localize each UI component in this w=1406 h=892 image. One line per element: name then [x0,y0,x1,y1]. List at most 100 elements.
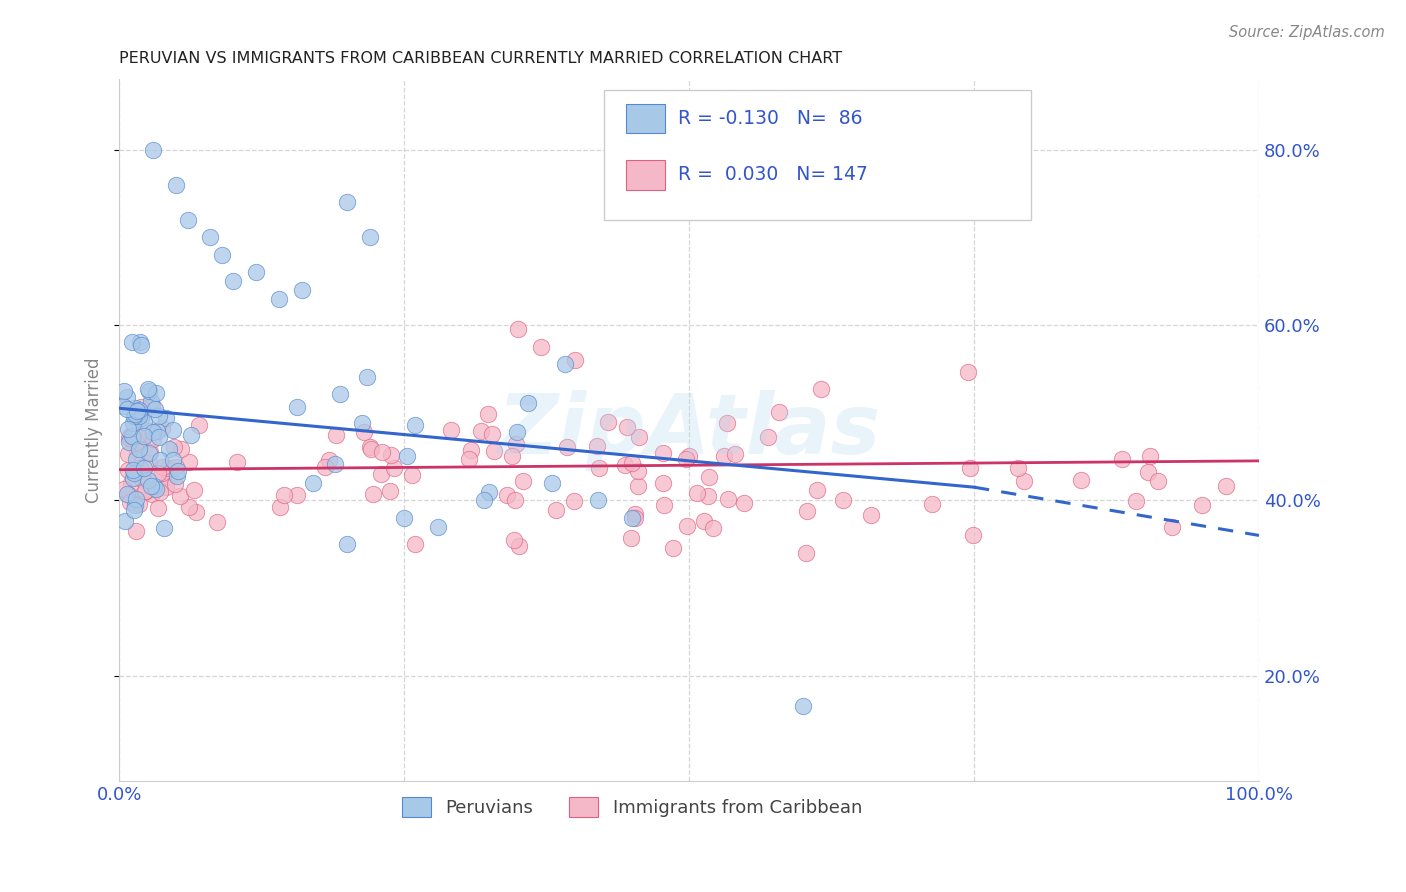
Point [166,460,188,475]
Point [131,410,153,425]
Point [122,429,145,443]
Point [138,456,160,470]
Point [141,432,163,446]
Point [111,399,134,413]
Point [717,492,740,507]
Point [131,472,153,486]
Point [163,440,186,454]
Point [404,417,426,432]
Point [156,460,179,475]
Point [470,424,492,438]
Point [546,503,568,517]
Point [124,401,146,415]
Text: R = -0.130   N=  86: R = -0.130 N= 86 [678,109,862,128]
Point [169,489,191,503]
Y-axis label: Currently Married: Currently Married [86,358,103,503]
Point [541,475,564,490]
Point [285,488,308,502]
Point [716,416,738,430]
Point [128,409,150,424]
Point [129,401,152,415]
Point [652,498,675,512]
Point [145,482,167,496]
Point [325,428,347,442]
Point [404,536,426,550]
Point [122,416,145,430]
Point [135,483,157,498]
Point [956,365,979,379]
Text: Source: ZipAtlas.com: Source: ZipAtlas.com [1229,25,1385,40]
FancyBboxPatch shape [627,103,665,134]
Point [395,449,418,463]
Point [152,459,174,474]
Point [613,458,636,472]
Point [1160,520,1182,534]
Point [768,404,790,418]
Point [165,178,187,192]
Point [1146,474,1168,488]
Point [1012,474,1035,488]
Point [1137,465,1160,479]
Point [505,437,527,451]
Point [616,420,638,434]
Point [1007,461,1029,475]
Point [138,444,160,458]
Point [627,464,650,478]
Point [359,230,381,244]
Point [143,479,166,493]
Point [796,504,818,518]
Point [134,460,156,475]
Point [138,384,160,399]
Point [141,487,163,501]
Text: ZipAtlas: ZipAtlas [498,390,880,471]
Point [959,461,981,475]
Point [117,463,139,477]
Point [129,338,152,352]
Point [183,483,205,498]
Point [245,265,267,279]
Point [756,430,779,444]
Point [127,428,149,442]
Point [176,212,198,227]
Point [222,274,245,288]
Point [506,425,529,440]
Point [301,476,323,491]
Point [124,499,146,513]
Point [336,537,359,551]
Point [114,384,136,399]
Point [652,476,675,491]
Point [586,493,609,508]
Point [621,511,644,525]
Point [810,382,832,396]
Point [153,521,176,535]
Point [678,450,700,464]
Point [675,452,697,467]
Point [502,533,524,547]
Point [142,425,165,440]
Point [329,387,352,401]
Point [1070,473,1092,487]
Point [1139,450,1161,464]
Point [269,500,291,515]
Point [382,461,405,475]
Point [200,230,222,244]
Point [138,424,160,438]
Point [508,539,530,553]
Point [314,459,336,474]
Point [323,457,346,471]
Point [962,528,984,542]
Point [125,492,148,507]
Point [131,434,153,449]
Point [136,473,159,487]
Point [273,487,295,501]
Point [696,489,718,503]
Point [675,518,697,533]
Point [211,248,233,262]
Point [225,455,247,469]
Point [145,425,167,439]
Point [697,470,720,484]
Point [427,519,450,533]
Point [157,442,180,456]
Point [562,494,585,508]
Point [177,500,200,514]
